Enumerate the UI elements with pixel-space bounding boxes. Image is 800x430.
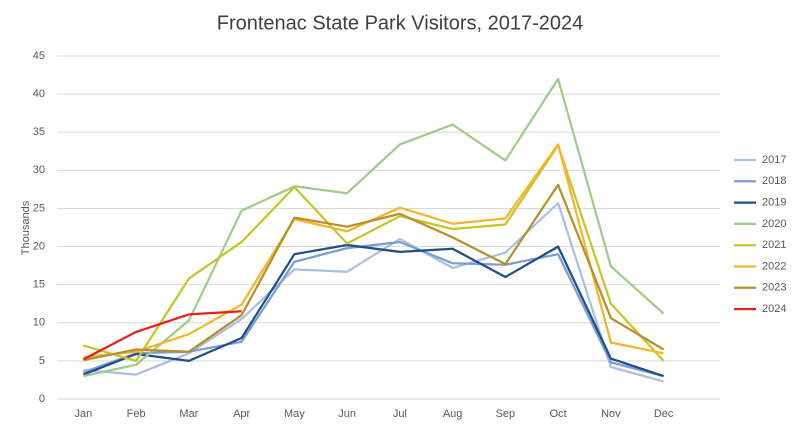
series-line (83, 183, 665, 362)
x-tick-label: Sep (496, 408, 516, 420)
legend-label: 2023 (762, 282, 786, 294)
y-tick-label: 30 (33, 164, 45, 176)
x-tick-label: Feb (127, 408, 146, 420)
y-tick-label: 20 (33, 240, 45, 252)
x-tick-label: May (284, 408, 305, 420)
legend-label: 2017 (762, 154, 786, 166)
x-tick-label: Jun (338, 408, 356, 420)
y-tick-label: 40 (33, 88, 45, 100)
series-line (82, 243, 664, 378)
legend-label: 2019 (762, 197, 786, 209)
y-tick-label: 10 (33, 317, 45, 329)
y-tick-label: 35 (33, 126, 45, 138)
series-line (82, 310, 242, 361)
y-tick-label: 25 (33, 202, 45, 214)
legend-label: 2021 (762, 239, 786, 251)
y-tick-label: 45 (33, 50, 45, 62)
legend-label: 2022 (762, 260, 786, 272)
legend-label: 2018 (762, 175, 786, 187)
x-tick-label: Dec (654, 408, 674, 420)
y-tick-label: 0 (39, 393, 45, 405)
x-tick-label: Aug (443, 408, 463, 420)
chart-title: Frontenac State Park Visitors, 2017-2024 (217, 12, 584, 34)
series-line (83, 201, 664, 383)
x-tick-label: Nov (601, 408, 621, 420)
legend-label: 2024 (762, 303, 786, 315)
x-tick-label: Mar (179, 408, 198, 420)
x-tick-label: Apr (233, 408, 250, 420)
x-tick-label: Jul (393, 408, 407, 420)
x-tick-label: Jan (75, 408, 93, 420)
y-tick-label: 5 (39, 355, 45, 367)
y-axis-label: Thousands (20, 200, 32, 255)
legend-label: 2020 (762, 218, 786, 230)
series-line (83, 144, 665, 363)
y-tick-label: 15 (33, 279, 45, 291)
x-tick-label: Oct (550, 408, 567, 420)
series-line (83, 77, 665, 378)
